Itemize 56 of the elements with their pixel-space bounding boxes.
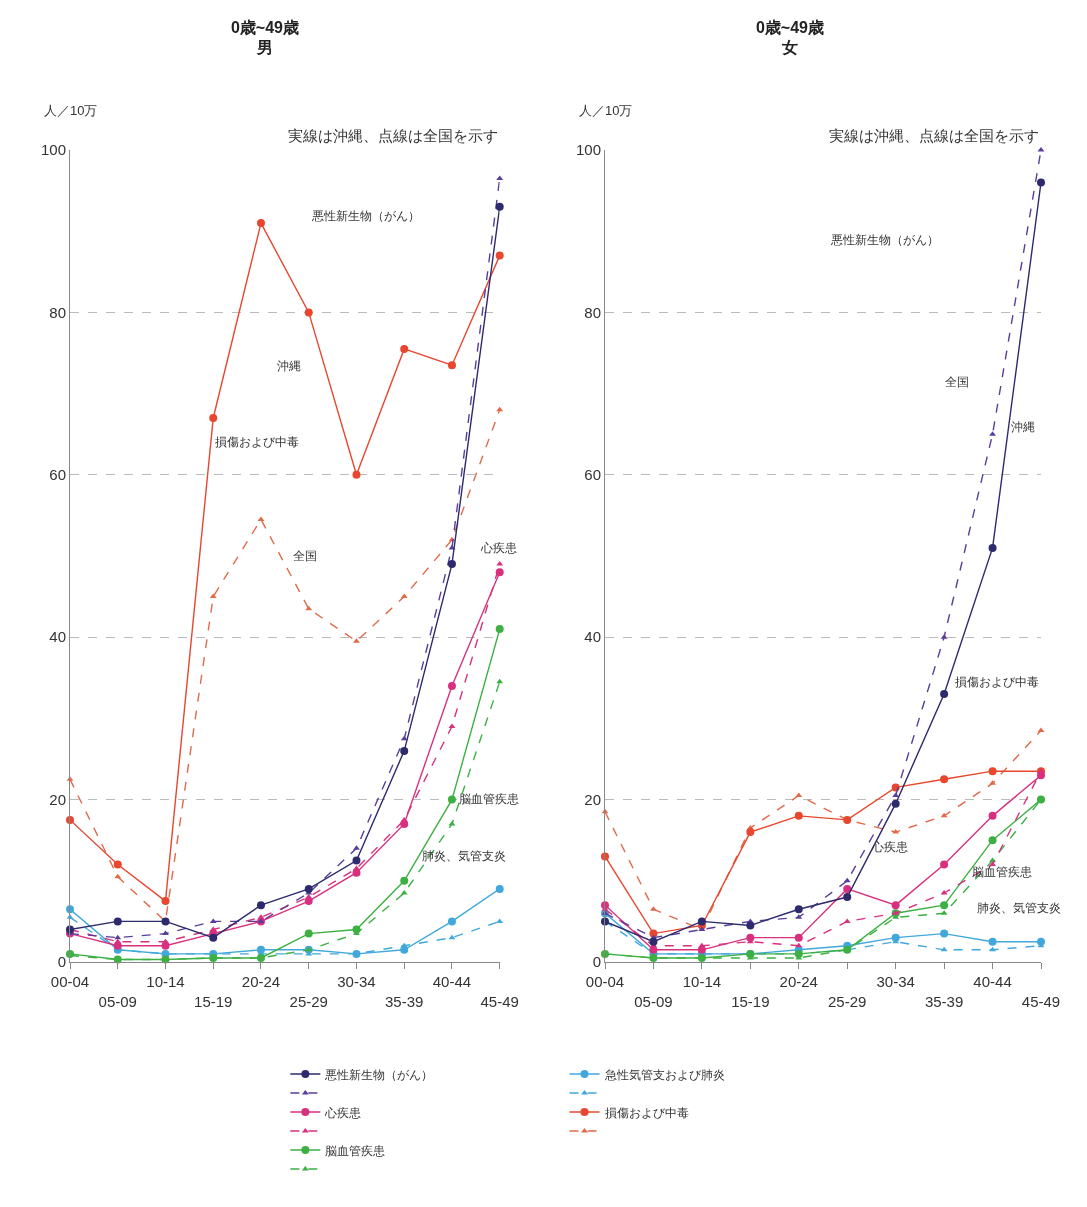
x-tick-label: 40-44 bbox=[973, 973, 1012, 990]
annotation: 沖縄 bbox=[277, 359, 301, 373]
annotation: 全国 bbox=[293, 549, 317, 563]
y-tick-label: 100 bbox=[575, 141, 601, 159]
y-tick-label: 40 bbox=[49, 628, 66, 646]
y-tick-label: 60 bbox=[584, 466, 601, 484]
annotation: 全国 bbox=[945, 375, 969, 389]
x-tick-label: 30-34 bbox=[337, 973, 376, 990]
annotation: 心疾患 bbox=[480, 541, 517, 555]
chart-subtitle: 実線は沖縄、点線は全国を示す bbox=[829, 127, 1039, 144]
x-tick-label: 25-29 bbox=[828, 992, 867, 1010]
chart-title: 0歳~49歳男 bbox=[229, 18, 300, 58]
y-tick-label: 0 bbox=[57, 953, 66, 971]
y-tick-label: 20 bbox=[49, 790, 66, 808]
x-tick-label: 05-09 bbox=[634, 992, 673, 1010]
annotation: 心疾患 bbox=[871, 840, 908, 854]
annotation: 損傷および中毒 bbox=[215, 435, 299, 449]
x-tick-label: 35-39 bbox=[385, 992, 424, 1010]
x-tick-label: 35-39 bbox=[924, 992, 964, 1010]
annotation: 脳血管疾患 bbox=[459, 792, 519, 806]
annotation: 悪性新生物（がん） bbox=[311, 209, 420, 223]
annotation: 肺炎、気管支炎 bbox=[422, 849, 506, 863]
y-tick-label: 40 bbox=[584, 628, 601, 646]
y-tick-label: 80 bbox=[584, 303, 601, 321]
x-tick-label: 15-19 bbox=[194, 992, 233, 1010]
x-tick-label: 25-29 bbox=[289, 992, 328, 1010]
x-tick-label: 10-14 bbox=[682, 973, 722, 990]
annotation: 損傷および中毒 bbox=[955, 675, 1039, 689]
x-tick-label: 20-24 bbox=[779, 973, 818, 990]
y-axis-title: 人／10万 bbox=[44, 103, 98, 118]
legend-label: 脳血管疾患 bbox=[325, 1143, 386, 1158]
x-tick-label: 00-04 bbox=[50, 973, 90, 990]
x-tick-label: 45-49 bbox=[1021, 992, 1061, 1010]
y-axis-title: 人／10万 bbox=[579, 103, 633, 118]
x-tick-label: 20-24 bbox=[241, 973, 281, 990]
x-tick-label: 00-04 bbox=[585, 973, 625, 990]
x-tick-label: 30-34 bbox=[876, 973, 915, 990]
y-tick-label: 100 bbox=[40, 141, 66, 159]
legend-label: 悪性新生物（がん） bbox=[324, 1067, 434, 1082]
chart-title: 0歳~49歳女 bbox=[754, 18, 825, 58]
annotation: 肺炎、気管支炎 bbox=[977, 901, 1061, 915]
annotation: 悪性新生物（がん） bbox=[830, 233, 939, 247]
x-tick-label: 45-49 bbox=[480, 992, 519, 1010]
legend-label: 損傷および中毒 bbox=[604, 1105, 689, 1120]
x-tick-label: 40-44 bbox=[432, 973, 472, 990]
y-tick-label: 80 bbox=[49, 303, 66, 321]
annotation: 沖縄 bbox=[1011, 420, 1035, 434]
y-tick-label: 0 bbox=[592, 953, 601, 971]
legend-label: 心疾患 bbox=[324, 1105, 362, 1120]
chart-subtitle: 実線は沖縄、点線は全国を示す bbox=[288, 127, 498, 144]
y-tick-label: 60 bbox=[49, 466, 66, 484]
x-tick-label: 05-09 bbox=[98, 992, 137, 1010]
x-tick-label: 10-14 bbox=[146, 973, 185, 990]
legend-label: 急性気管支および肺炎 bbox=[603, 1067, 725, 1082]
y-tick-label: 20 bbox=[584, 790, 601, 808]
x-tick-label: 15-19 bbox=[731, 992, 770, 1010]
